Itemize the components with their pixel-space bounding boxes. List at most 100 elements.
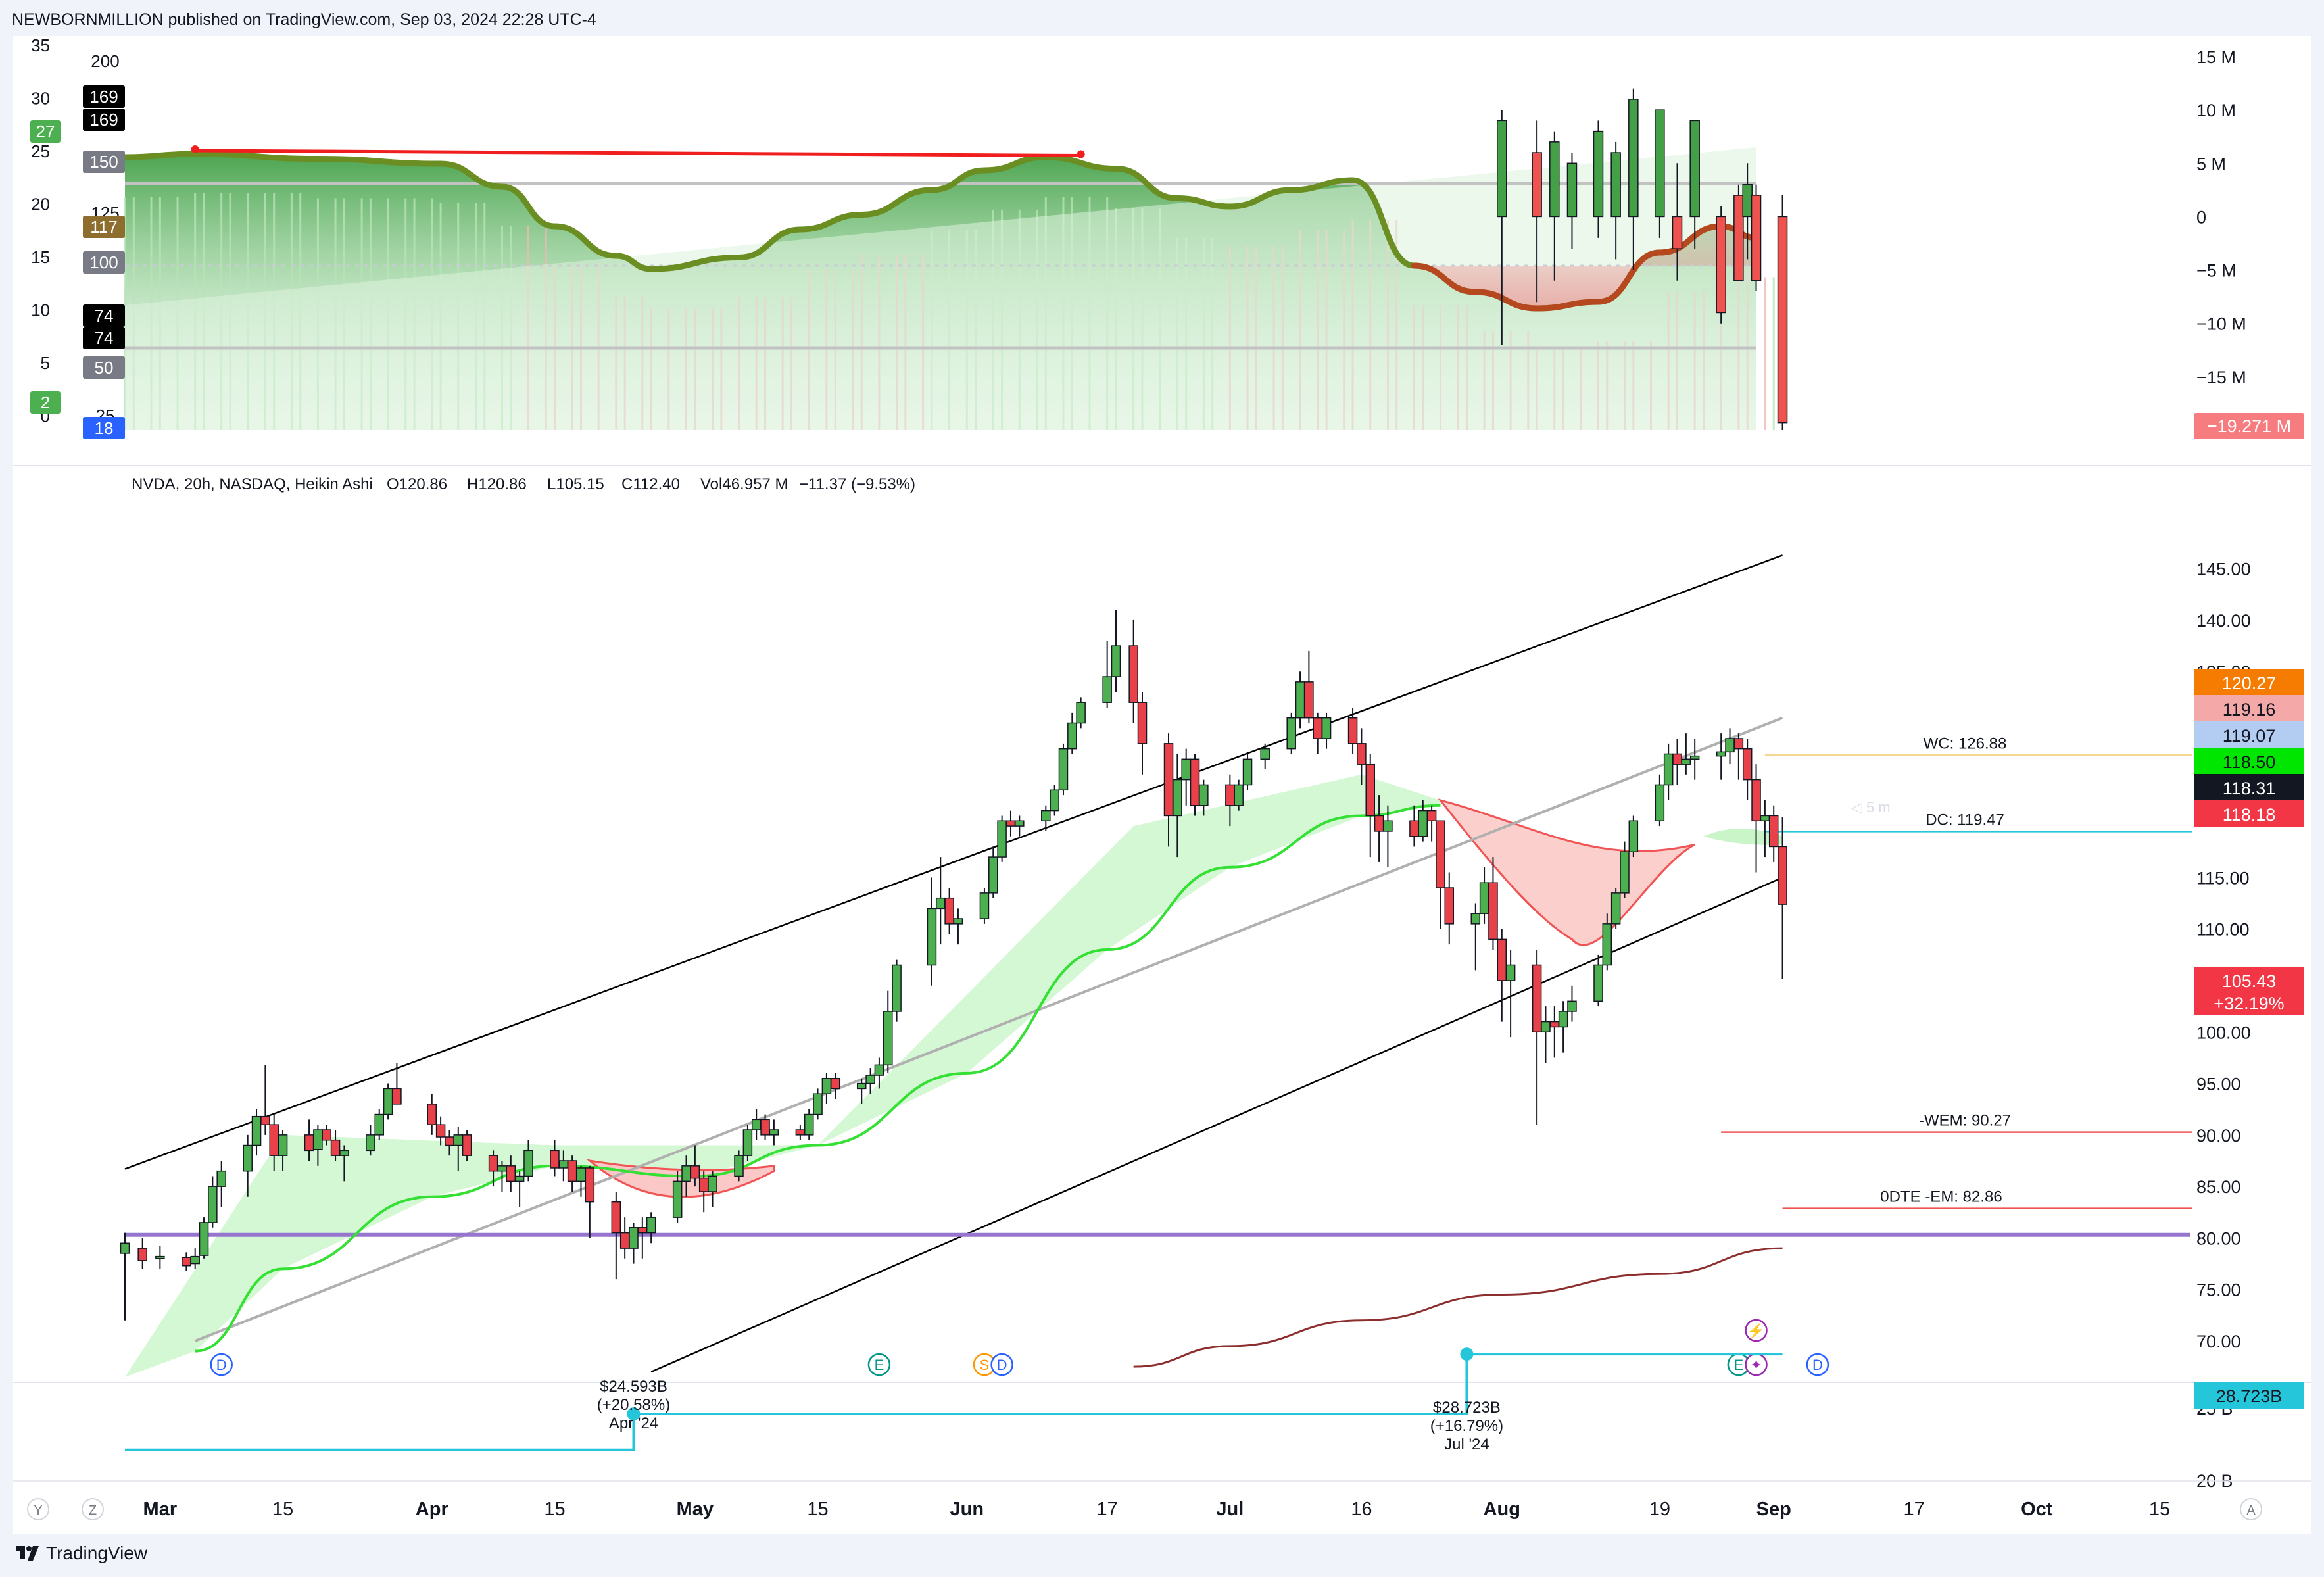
candle-body xyxy=(1260,748,1270,760)
candle-body xyxy=(278,1134,288,1156)
candle-body xyxy=(199,1222,209,1256)
candle-body xyxy=(120,1242,130,1254)
candle-body xyxy=(1041,810,1051,822)
candle-body xyxy=(1173,779,1182,817)
left-scale-badge-text: 117 xyxy=(90,217,117,237)
candle-body xyxy=(1383,820,1393,832)
time-axis-ticks: Mar 15 Apr 15 May 15 Jun 17 Jul 16 Aug 19 Sep 17 Oct 15 xyxy=(143,1499,2171,1520)
candle-body xyxy=(804,1113,814,1136)
time-axis-button[interactable] xyxy=(27,1498,49,1520)
left-scale-badge-text: 100 xyxy=(89,253,118,272)
candle-body xyxy=(1681,758,1691,765)
time-axis-button[interactable] xyxy=(82,1498,104,1520)
candle-body xyxy=(1751,779,1761,822)
candle-body xyxy=(1655,784,1665,822)
candle-body xyxy=(1163,743,1174,817)
price-scale-badge-text: 118.31 xyxy=(2223,779,2276,798)
event-markers: D E S D E⚡✦ D xyxy=(210,1319,1829,1376)
event-marker-letter: ✦ xyxy=(1750,1357,1762,1373)
left-scale-badge xyxy=(83,304,125,327)
candle-body xyxy=(1742,748,1753,781)
volume-delta-candle xyxy=(1716,216,1726,314)
candle-body xyxy=(813,1093,823,1115)
candle-body xyxy=(1444,887,1455,925)
candle-body xyxy=(927,908,937,966)
volume-delta-candle xyxy=(1593,130,1604,218)
time-axis-button[interactable] xyxy=(2240,1498,2262,1520)
left-scale-badge xyxy=(83,109,125,131)
time-axis[interactable]: Mar 15 Apr 15 May 15 Jun 17 Jul 16 Aug 19 Sep 17 Oct 15… xyxy=(13,1480,2311,1520)
time-axis-tick: Oct xyxy=(2021,1499,2053,1520)
publisher-line: NEWBORNMILLION published on TradingView.… xyxy=(12,11,596,29)
candle-body xyxy=(1058,748,1069,791)
candle-body xyxy=(523,1150,533,1177)
divergence-line xyxy=(191,145,1085,158)
candle-body xyxy=(1436,820,1445,888)
bullish-cloud-recent xyxy=(1703,829,1783,845)
candle-body xyxy=(1725,738,1735,753)
tradingview-logo[interactable]: TradingView xyxy=(14,1543,147,1564)
candle-body xyxy=(742,1129,753,1156)
time-axis-tick: Jun xyxy=(950,1499,984,1520)
horizontal-level-label: 0DTE -EM: 82.86 xyxy=(1880,1188,2002,1206)
candle-body xyxy=(190,1255,200,1265)
candle-body xyxy=(856,1082,867,1090)
volume-delta-candle xyxy=(1672,216,1683,249)
candle-body xyxy=(260,1115,270,1125)
revenue-last-value: 28.723B xyxy=(2194,1382,2304,1409)
volume-delta-candle xyxy=(1549,141,1560,218)
candle-body xyxy=(585,1167,595,1203)
price-scale-badge xyxy=(2194,774,2304,800)
price-scale-tick: 95.00 xyxy=(2196,1075,2241,1094)
candle-body xyxy=(1357,743,1367,765)
revenue-value: $28.723B xyxy=(1433,1399,1501,1417)
left-scale-badge-text: 150 xyxy=(89,152,118,172)
symbol-legend: NVDA, 20h, NASDAQ, Heikin Ashi O120.86 H… xyxy=(132,475,915,493)
candle-body xyxy=(1409,820,1419,837)
candle-body xyxy=(1689,755,1700,760)
time-axis-tick: 17 xyxy=(1903,1499,1924,1520)
time-axis-tick: May xyxy=(677,1499,714,1520)
channel-mid xyxy=(194,716,1783,1342)
volume-delta-candle xyxy=(1751,195,1762,281)
candle-body xyxy=(1532,964,1542,1033)
candle-body xyxy=(497,1165,507,1172)
legend-symbol: NVDA, 20h, NASDAQ, Heikin Ashi xyxy=(132,475,373,493)
candle-body xyxy=(1505,964,1516,981)
candle-body xyxy=(936,897,946,910)
price-scale-tick: 90.00 xyxy=(2196,1126,2241,1146)
candle-body xyxy=(1286,717,1296,750)
left-scale-badge-text: 74 xyxy=(95,306,114,326)
revenue-change: (+20.58%) xyxy=(597,1396,670,1414)
revenue-last-badge xyxy=(2194,1382,2304,1409)
left-scale-badge xyxy=(83,356,125,379)
left-scale-badge xyxy=(83,85,125,108)
event-marker xyxy=(990,1353,1013,1376)
price-scale-tick: 70.00 xyxy=(2196,1332,2241,1351)
candle-body xyxy=(1593,964,1603,1002)
candle-body xyxy=(1620,851,1630,894)
left-scale-badge xyxy=(30,391,61,414)
candle-body xyxy=(1768,815,1779,848)
revenue-change: (+16.79%) xyxy=(1430,1417,1503,1435)
price-panel: NVDA, 20h, NASDAQ, Heikin Ashi O120.86 H… xyxy=(120,475,2304,1377)
chart-frame: 35 30 25 20 15 10 5 0 200 169 169 27 150 125 117 100 74… xyxy=(13,36,2311,1534)
event-marker-letter: E xyxy=(1734,1357,1744,1373)
event-marker xyxy=(1745,1319,1768,1342)
time-axis-button-label: A xyxy=(2246,1503,2256,1518)
volume-delta-candle xyxy=(1566,162,1578,218)
candle-body xyxy=(1610,892,1621,925)
price-scale-tick: 140.00 xyxy=(2196,611,2251,631)
revenue-step-line xyxy=(125,1353,1783,1451)
price-scale-badge xyxy=(2194,695,2304,721)
revenue-last-text: 28.723B xyxy=(2216,1386,2283,1406)
candle-body xyxy=(1760,815,1770,822)
price-scale-badge xyxy=(2194,800,2304,827)
candle-body xyxy=(374,1113,384,1136)
tradingview-logo-icon xyxy=(16,1546,39,1561)
volume-delta-candle xyxy=(1655,109,1665,218)
left-scale-badge xyxy=(83,216,125,238)
